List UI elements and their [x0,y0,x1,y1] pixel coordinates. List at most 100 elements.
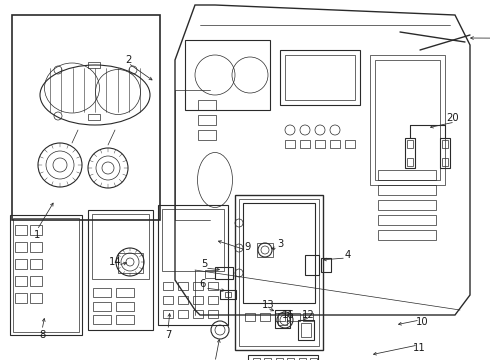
Bar [290,313,300,321]
Bar [298,320,314,340]
Bar [330,140,340,148]
Bar [285,140,295,148]
Bar [88,210,153,330]
Bar [298,358,306,360]
Bar [163,282,173,290]
Bar [178,282,188,290]
Bar [30,242,42,252]
Bar [239,199,319,346]
Bar [198,130,216,140]
Bar [158,205,228,325]
Bar [378,185,436,195]
Text: 3: 3 [277,239,283,249]
Bar [378,170,436,180]
Bar [235,195,323,350]
Bar [93,302,111,311]
Bar [30,293,42,303]
Text: 9: 9 [245,242,251,252]
Bar [265,358,271,360]
Bar [116,288,134,297]
Bar [30,259,42,269]
Bar [257,243,273,257]
Bar [116,302,134,311]
Bar [300,140,310,148]
Text: 7: 7 [165,330,171,340]
Text: 2: 2 [125,55,131,65]
Bar [93,315,111,324]
Bar [315,140,325,148]
Bar [275,313,285,321]
Text: 4: 4 [345,250,351,260]
Bar [375,60,440,180]
Bar [193,282,203,290]
Bar [370,55,445,185]
Text: 11: 11 [413,343,425,353]
Bar [245,313,255,321]
Bar [301,323,311,337]
Bar [248,355,318,360]
Bar [15,242,27,252]
Bar [378,200,436,210]
Text: 13: 13 [262,300,274,310]
Bar [345,140,355,148]
Bar [88,62,100,68]
Bar [378,230,436,240]
Bar [280,50,360,105]
Bar [198,115,216,125]
Bar [15,259,27,269]
Bar [15,293,27,303]
Bar [278,313,287,325]
Bar [116,315,134,324]
Bar [208,282,218,290]
Bar [442,140,448,148]
Bar [440,138,450,168]
Text: 8: 8 [39,330,45,340]
Bar [243,203,315,303]
Bar [15,225,27,235]
Bar [193,310,203,318]
Bar [275,310,290,328]
Bar [287,358,294,360]
Text: 20: 20 [447,113,459,123]
Bar [285,55,355,100]
Bar [30,225,42,235]
Text: 10: 10 [416,317,428,327]
Text: 1: 1 [34,230,40,240]
Bar [12,15,160,220]
Bar [208,310,218,318]
Bar [13,218,79,332]
Bar [178,310,188,318]
Bar [405,138,415,168]
Bar [407,140,413,148]
Bar [276,358,283,360]
Bar [215,267,233,279]
Bar [15,276,27,286]
Bar [205,270,215,278]
Bar [253,358,260,360]
Text: 14: 14 [109,257,122,267]
Bar [208,296,218,304]
Bar [321,258,331,272]
Bar [260,313,270,321]
Bar [88,114,100,120]
Text: 12: 12 [302,310,315,320]
Bar [378,215,436,225]
Text: 5: 5 [201,259,207,269]
Bar [10,215,82,335]
Bar [303,313,313,321]
Bar [163,296,173,304]
Bar [163,310,173,318]
Bar [185,40,270,110]
Bar [225,292,231,297]
Text: 6: 6 [199,279,205,289]
Bar [442,158,448,166]
Bar [198,100,216,110]
Bar [220,290,236,299]
Bar [30,276,42,286]
Bar [407,158,413,166]
Text: 16: 16 [282,310,294,320]
Bar [162,209,224,271]
Bar [178,296,188,304]
Bar [92,214,149,279]
Bar [305,255,319,275]
